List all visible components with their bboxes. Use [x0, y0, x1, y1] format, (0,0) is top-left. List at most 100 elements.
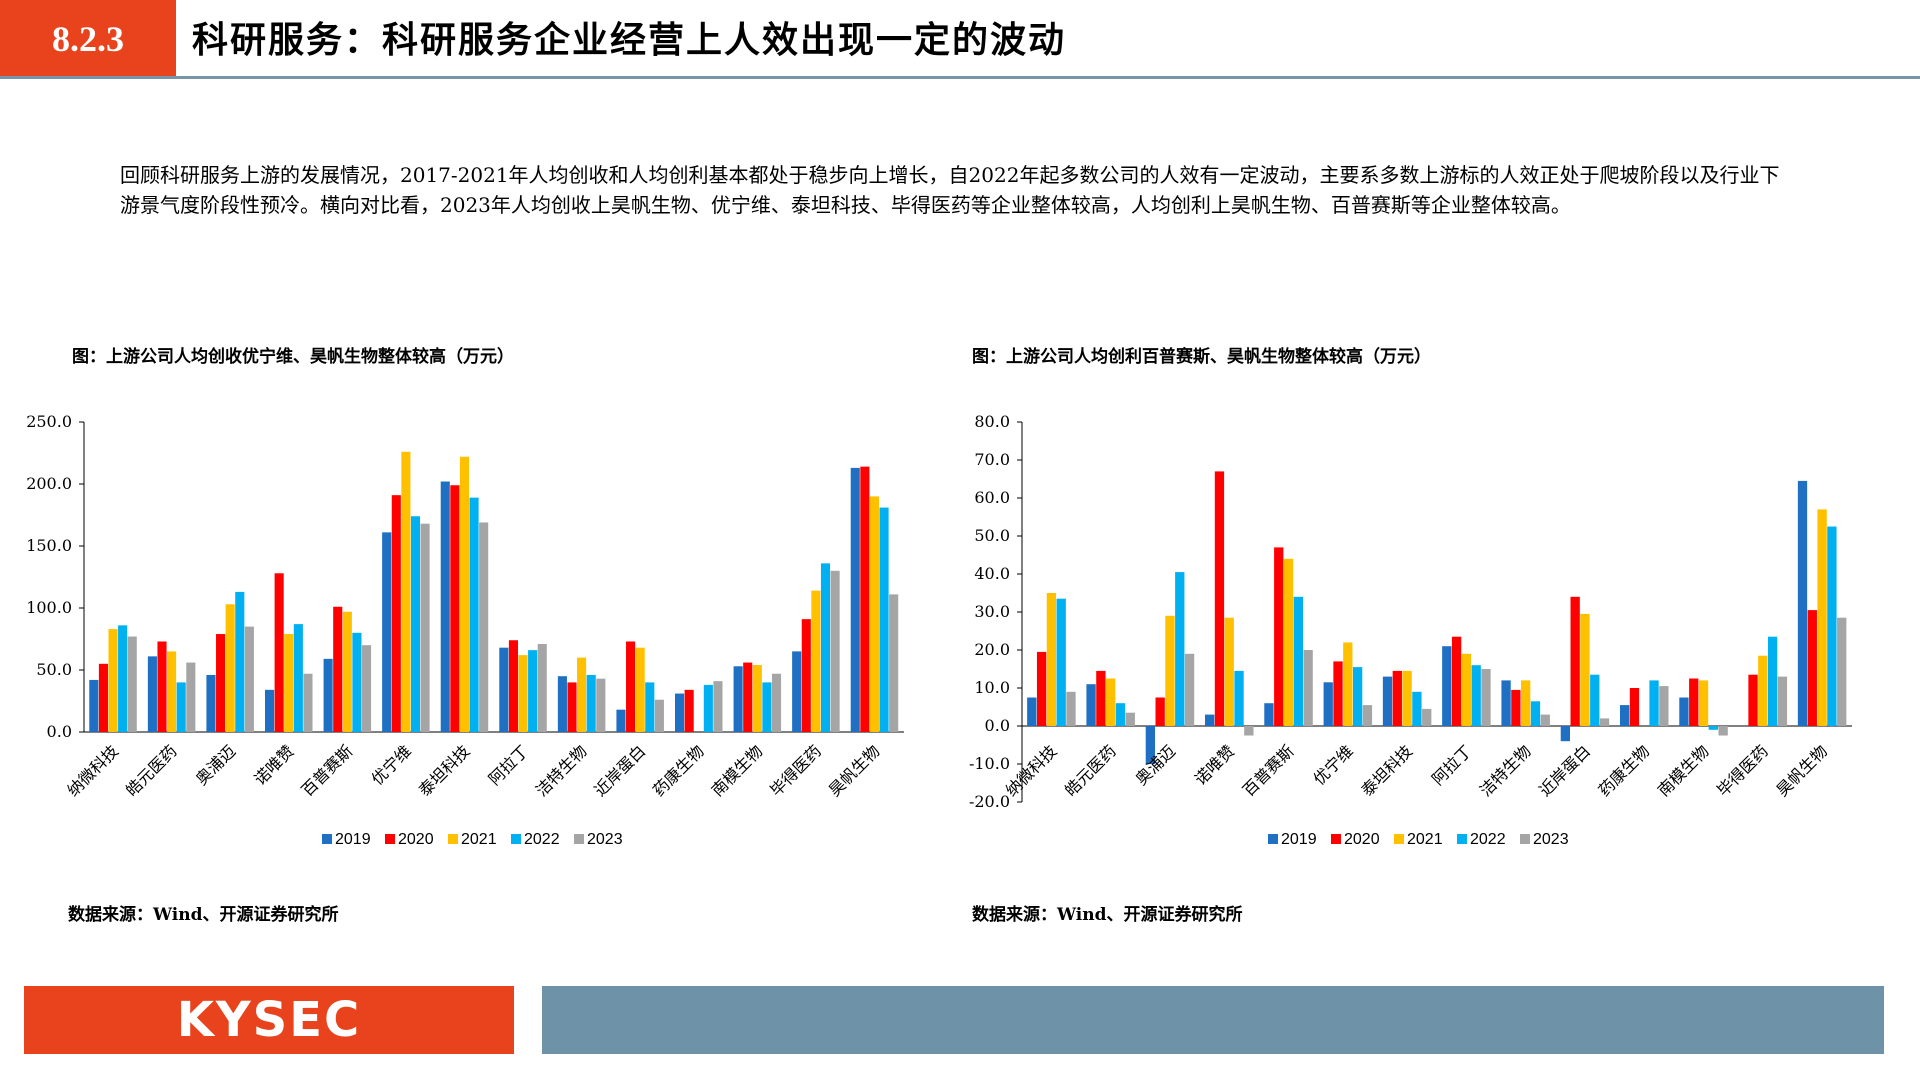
- category-label: 药康生物: [649, 741, 708, 800]
- bar-2020: [1807, 610, 1817, 726]
- bar-2023: [420, 523, 430, 732]
- legend-swatch-2022: [511, 834, 521, 844]
- category-label: 洁特生物: [1476, 741, 1535, 800]
- bar-2023: [1422, 708, 1432, 726]
- bar-2019: [1027, 697, 1037, 726]
- legend-swatch-2022: [1457, 834, 1467, 844]
- bar-2019: [850, 467, 860, 732]
- category-label: 南模生物: [1654, 741, 1713, 800]
- bar-2021: [1698, 680, 1709, 726]
- bar-2023: [1599, 718, 1610, 726]
- bar-2023: [1362, 705, 1373, 726]
- bar-2019: [147, 656, 157, 732]
- bar-2022: [1412, 691, 1422, 726]
- bar-2019: [675, 693, 685, 732]
- bar-2021: [635, 647, 645, 732]
- bar-2022: [1708, 726, 1718, 730]
- bar-2020: [391, 495, 401, 732]
- section-number-badge: 8.2.3: [0, 0, 176, 78]
- bar-2020: [508, 640, 518, 732]
- bar-2019: [1205, 714, 1215, 726]
- category-label: 泰坦科技: [415, 741, 474, 800]
- y-tick-label: 200.0: [26, 474, 72, 493]
- bar-2019: [1382, 676, 1393, 726]
- bar-2023: [1837, 617, 1847, 726]
- category-label: 洁特生物: [532, 741, 591, 800]
- bar-2019: [1442, 646, 1452, 726]
- bar-2022: [703, 684, 713, 732]
- bar-2023: [1777, 676, 1788, 726]
- bar-2019: [1560, 726, 1571, 742]
- right-chart-source: 数据来源：Wind、开源证券研究所: [972, 905, 1243, 925]
- bar-2021: [869, 496, 880, 732]
- bar-2019: [499, 647, 509, 732]
- bar-2020: [216, 634, 226, 732]
- bar-2021: [1283, 558, 1294, 726]
- legend-swatch-2021: [1394, 834, 1404, 844]
- y-tick-label: 60.0: [974, 488, 1010, 507]
- legend-label: 2020: [1344, 831, 1380, 848]
- legend-label: 2022: [524, 831, 560, 848]
- bar-2022: [879, 507, 889, 732]
- bar-2021: [401, 451, 411, 732]
- bar-2022: [1590, 674, 1600, 726]
- bar-2023: [1125, 712, 1135, 726]
- y-tick-label: 250.0: [26, 412, 72, 431]
- bar-2022: [820, 563, 831, 732]
- bar-2021: [1046, 593, 1057, 726]
- category-label: 药康生物: [1595, 741, 1654, 800]
- bar-2022: [1767, 636, 1778, 726]
- bar-2022: [1234, 670, 1244, 726]
- legend-swatch-2021: [448, 834, 458, 844]
- bar-2020: [1155, 697, 1165, 726]
- category-label: 百普赛斯: [1239, 741, 1298, 800]
- bar-2023: [479, 522, 489, 732]
- bar-2021: [1521, 680, 1531, 726]
- y-tick-label: -20.0: [969, 792, 1010, 811]
- bar-2019: [733, 666, 743, 732]
- bar-2020: [1511, 689, 1521, 726]
- kysec-logo: KYSEC: [24, 986, 514, 1054]
- bar-2019: [1620, 705, 1630, 726]
- bar-2021: [1402, 670, 1412, 726]
- bar-2019: [265, 689, 275, 732]
- bar-2021: [518, 655, 528, 732]
- bar-2023: [1718, 726, 1728, 736]
- bar-2022: [762, 682, 772, 732]
- category-label: 纳微科技: [63, 741, 122, 800]
- legend-label: 2023: [1533, 831, 1569, 848]
- bar-2020: [450, 485, 460, 732]
- y-tick-label: 40.0: [974, 564, 1010, 583]
- bar-2023: [1244, 726, 1254, 736]
- bar-2021: [1224, 617, 1234, 726]
- bar-2023: [830, 570, 840, 732]
- bar-2020: [801, 619, 811, 732]
- category-label: 皓元医药: [122, 741, 181, 800]
- bar-2022: [1056, 598, 1066, 726]
- bar-2022: [645, 682, 655, 732]
- left-chart-source: 数据来源：Wind、开源证券研究所: [68, 905, 339, 925]
- bar-2020: [1274, 547, 1284, 726]
- bar-2020: [1748, 674, 1758, 726]
- bar-2023: [1066, 691, 1076, 726]
- bar-2023: [889, 594, 899, 732]
- bar-2020: [567, 682, 577, 732]
- bar-2022: [1649, 680, 1659, 726]
- y-tick-label: 30.0: [974, 602, 1010, 621]
- bar-2023: [186, 662, 196, 732]
- bar-2019: [1145, 726, 1156, 764]
- bar-2021: [752, 665, 762, 732]
- y-tick-label: 0.0: [47, 722, 72, 741]
- bar-2019: [323, 658, 333, 732]
- category-label: 诺唯赞: [250, 741, 297, 788]
- bar-2022: [586, 674, 596, 732]
- bar-2023: [1659, 686, 1669, 726]
- bar-2020: [1689, 678, 1699, 726]
- bar-2021: [108, 629, 118, 732]
- header-divider: [0, 76, 1920, 79]
- bar-2022: [1471, 665, 1481, 726]
- bar-2020: [1096, 670, 1106, 726]
- bar-2023: [1540, 714, 1550, 726]
- bar-2023: [596, 678, 606, 732]
- bar-2019: [1086, 684, 1096, 726]
